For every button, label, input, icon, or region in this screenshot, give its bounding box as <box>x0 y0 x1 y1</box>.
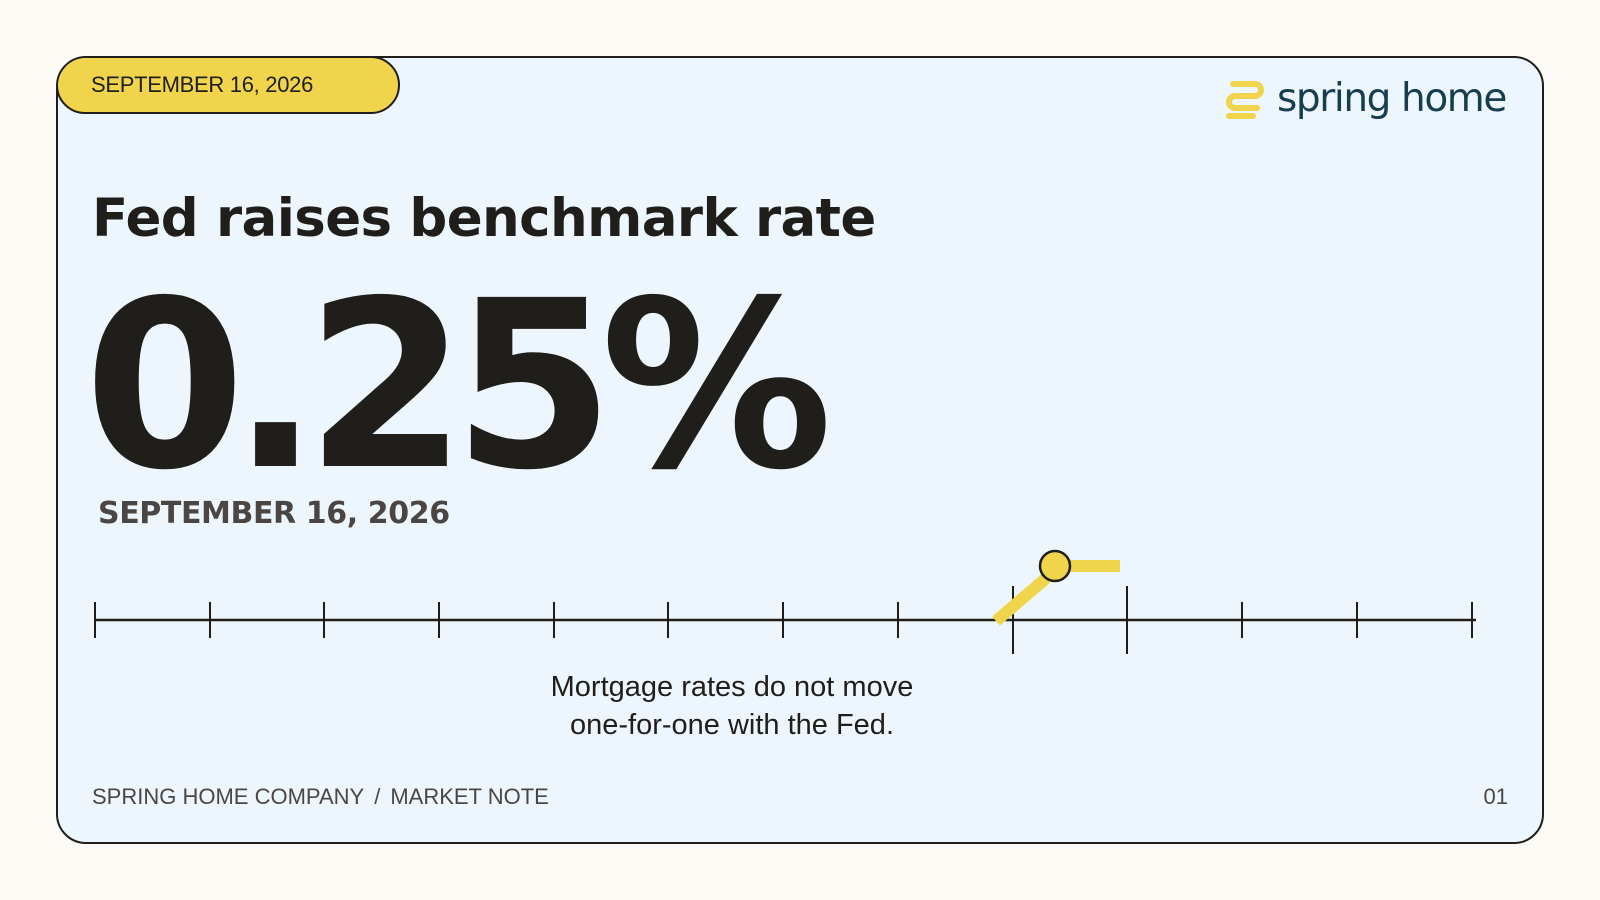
market-note-card: SEPTEMBER 16, 2026 spring home Fed raise… <box>56 56 1544 844</box>
spring-coil-icon <box>1226 81 1264 119</box>
headline: Fed raises benchmark rate <box>92 188 876 249</box>
brand-name: spring home <box>1277 75 1507 121</box>
footer-breadcrumb: SPRING HOME COMPANY / MARKET NOTE <box>92 784 549 810</box>
footer-company: SPRING HOME COMPANY <box>92 784 365 809</box>
rate-value: 0.25% <box>84 251 833 521</box>
date-badge: SEPTEMBER 16, 2026 <box>58 58 400 114</box>
caption-line-2: one-for-one with the Fed. <box>569 709 894 741</box>
caption-line-1: Mortgage rates do not move <box>550 671 914 703</box>
rate-date: SEPTEMBER 16, 2026 <box>98 496 450 531</box>
footer-section: MARKET NOTE <box>390 784 549 809</box>
caption: Mortgage rates do not move one-for-one w… <box>532 668 932 744</box>
page-number: 01 <box>1483 784 1508 809</box>
footer-separator: / <box>374 784 381 809</box>
rate-marker <box>1038 549 1072 583</box>
brand-logo: spring home <box>1219 72 1507 124</box>
rate-step-line <box>992 560 1120 626</box>
